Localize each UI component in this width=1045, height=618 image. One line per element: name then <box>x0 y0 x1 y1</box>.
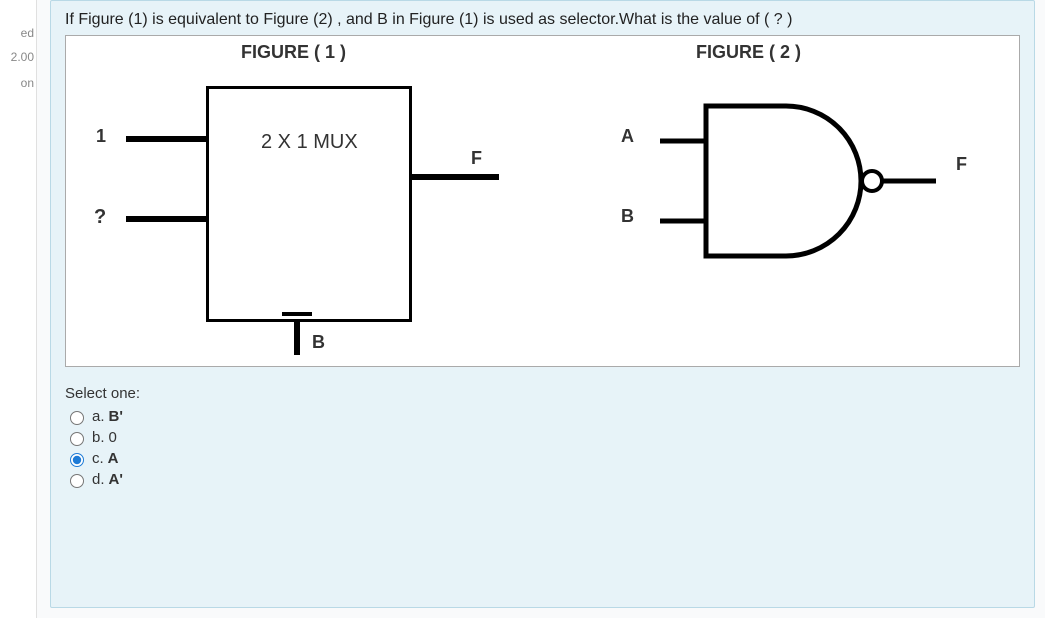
mux-in0-label: 1 <box>96 126 106 147</box>
option-b-text: 0 <box>109 429 117 446</box>
question-panel: If Figure (1) is equivalent to Figure (2… <box>50 0 1035 608</box>
meta-line-1: ed <box>2 26 34 40</box>
nand-gate-svg <box>606 76 966 296</box>
option-c-letter: c. <box>92 450 104 467</box>
option-a[interactable]: a. B' <box>65 408 1020 425</box>
option-c-text: A <box>108 450 119 467</box>
nand-inA-label: A <box>621 126 634 147</box>
mux-in0-wire <box>126 136 206 142</box>
option-b-radio[interactable] <box>70 432 84 446</box>
mux-sel-tick <box>282 312 312 316</box>
option-d-text: A' <box>109 471 123 488</box>
mux-in1-wire <box>126 216 206 222</box>
mux-block <box>206 86 412 322</box>
mux-out-label: F <box>471 148 482 169</box>
mux-sel-wire <box>294 319 300 355</box>
answers-prompt: Select one: <box>65 385 1020 402</box>
nand-inB-label: B <box>621 206 634 227</box>
question-text: If Figure (1) is equivalent to Figure (2… <box>65 11 1020 29</box>
figure1-title: FIGURE ( 1 ) <box>241 42 346 63</box>
nand-bubble <box>862 171 882 191</box>
option-a-text: B' <box>109 408 123 425</box>
meta-line-3: on <box>2 76 34 90</box>
mux-sel-label: B <box>312 332 325 353</box>
option-d[interactable]: d. A' <box>65 471 1020 488</box>
mux-in1-label: ? <box>94 206 106 229</box>
figures-box: FIGURE ( 1 ) FIGURE ( 2 ) 2 X 1 MUX 1 ? … <box>65 35 1020 367</box>
page-root: ed 2.00 on If Figure (1) is equivalent t… <box>0 0 1045 618</box>
mux-label: 2 X 1 MUX <box>261 131 358 154</box>
option-d-letter: d. <box>92 471 105 488</box>
nand-body <box>706 106 861 256</box>
option-b[interactable]: b. 0 <box>65 429 1020 446</box>
option-c-radio[interactable] <box>70 453 84 467</box>
answers-block: Select one: a. B' b. 0 c. A d. A' <box>65 385 1020 488</box>
option-c[interactable]: c. A <box>65 450 1020 467</box>
option-b-letter: b. <box>92 429 105 446</box>
nand-out-label: F <box>956 154 967 175</box>
mux-out-wire <box>409 174 499 180</box>
figure2-title: FIGURE ( 2 ) <box>696 42 801 63</box>
meta-line-2: 2.00 <box>2 50 34 64</box>
option-a-letter: a. <box>92 408 105 425</box>
option-a-radio[interactable] <box>70 411 84 425</box>
left-meta-strip: ed 2.00 on <box>0 0 37 618</box>
option-d-radio[interactable] <box>70 474 84 488</box>
